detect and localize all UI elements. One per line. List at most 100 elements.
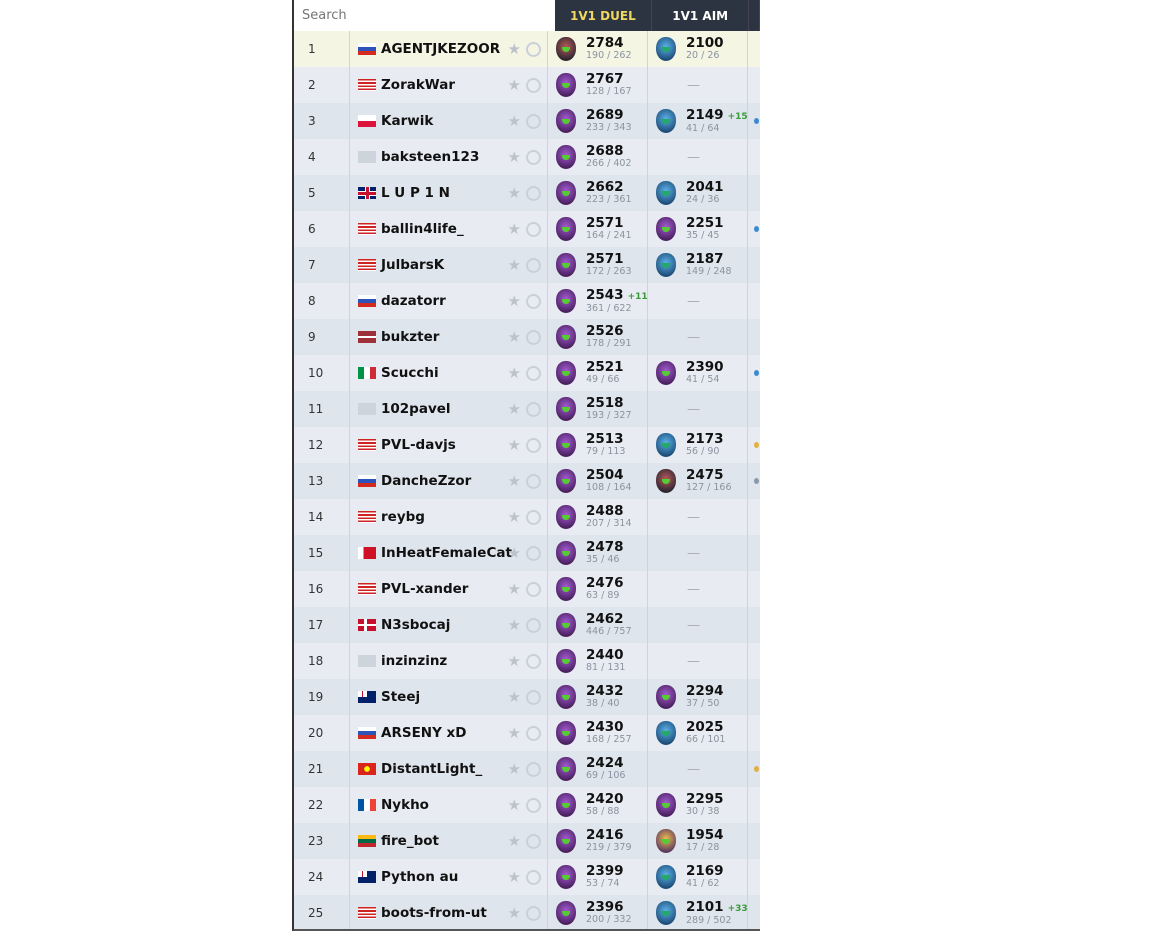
table-row[interactable]: 22 Nykho ★ 2420 58 / 88 2295 30 / 38 [294,787,760,823]
table-row[interactable]: 10 Scucchi ★ 2521 49 / 66 2390 41 / 54 [294,355,760,391]
player-name[interactable]: PVL-xander [381,581,469,597]
player-cell[interactable]: PVL-xander ★ [350,571,548,607]
player-name[interactable]: PVL-davjs [381,437,456,453]
aim-cell[interactable]: 2173 56 / 90 [648,427,748,463]
duel-cell[interactable]: 2478 35 / 46 [548,535,648,571]
player-name[interactable]: Nykho [381,797,429,813]
crosshair-icon[interactable] [526,869,541,885]
player-cell[interactable]: ballin4life_ ★ [350,211,548,247]
player-cell[interactable]: baksteen123 ★ [350,139,548,175]
aim-cell[interactable]: 2100 20 / 26 [648,31,748,67]
aim-cell[interactable]: 2101 +33 289 / 502 [648,895,748,929]
table-row[interactable]: 9 bukzter ★ 2526 178 / 291 — [294,319,760,355]
column-header-next[interactable] [749,0,760,31]
aim-cell[interactable]: 2475 127 / 166 [648,463,748,499]
star-icon[interactable]: ★ [507,40,521,58]
player-name[interactable]: reybg [381,509,425,525]
duel-cell[interactable]: 2571 172 / 263 [548,247,648,283]
aim-cell[interactable]: 2149 +15 41 / 64 [648,103,748,139]
crosshair-icon[interactable] [526,293,541,309]
table-row[interactable]: 18 inzinzinz ★ 2440 81 / 131 — [294,643,760,679]
star-icon[interactable]: ★ [507,868,521,886]
table-row[interactable]: 17 N3sbocaj ★ 2462 446 / 757 — [294,607,760,643]
star-icon[interactable]: ★ [507,472,521,490]
crosshair-icon[interactable] [526,473,541,489]
duel-cell[interactable]: 2543 +11 361 / 622 [548,283,648,319]
crosshair-icon[interactable] [526,797,541,813]
table-row[interactable]: 12 PVL-davjs ★ 2513 79 / 113 2173 56 / 9… [294,427,760,463]
table-row[interactable]: 1 AGENTJKEZOOR ★ 2784 190 / 262 2100 20 … [294,31,760,67]
player-name[interactable]: ballin4life_ [381,221,464,237]
duel-cell[interactable]: 2688 266 / 402 [548,139,648,175]
crosshair-icon[interactable] [526,437,541,453]
star-icon[interactable]: ★ [507,364,521,382]
crosshair-icon[interactable] [526,725,541,741]
star-icon[interactable]: ★ [507,400,521,418]
player-name[interactable]: 102pavel [381,401,451,417]
duel-cell[interactable]: 2767 128 / 167 [548,67,648,103]
table-row[interactable]: 13 DancheZzor ★ 2504 108 / 164 2475 127 … [294,463,760,499]
table-row[interactable]: 5 L U P 1 N ★ 2662 223 / 361 2041 24 / 3… [294,175,760,211]
table-row[interactable]: 3 Karwik ★ 2689 233 / 343 2149 +15 41 / 6… [294,103,760,139]
duel-cell[interactable]: 2462 446 / 757 [548,607,648,643]
aim-cell[interactable]: 2187 149 / 248 [648,247,748,283]
aim-cell[interactable]: 2025 66 / 101 [648,715,748,751]
aim-cell[interactable]: 2251 35 / 45 [648,211,748,247]
duel-cell[interactable]: 2416 219 / 379 [548,823,648,859]
crosshair-icon[interactable] [526,581,541,597]
player-cell[interactable]: fire_bot ★ [350,823,548,859]
star-icon[interactable]: ★ [507,148,521,166]
crosshair-icon[interactable] [526,149,541,165]
crosshair-icon[interactable] [526,509,541,525]
crosshair-icon[interactable] [526,329,541,345]
star-icon[interactable]: ★ [507,112,521,130]
player-name[interactable]: JulbarsK [381,257,445,273]
aim-cell[interactable]: 2041 24 / 36 [648,175,748,211]
player-cell[interactable]: DancheZzor ★ [350,463,548,499]
table-row[interactable]: 4 baksteen123 ★ 2688 266 / 402 — [294,139,760,175]
player-cell[interactable]: Scucchi ★ [350,355,548,391]
star-icon[interactable]: ★ [507,184,521,202]
player-cell[interactable]: bukzter ★ [350,319,548,355]
duel-cell[interactable]: 2430 168 / 257 [548,715,648,751]
duel-cell[interactable]: 2420 58 / 88 [548,787,648,823]
player-cell[interactable]: Steej ★ [350,679,548,715]
star-icon[interactable]: ★ [507,436,521,454]
duel-cell[interactable]: 2432 38 / 40 [548,679,648,715]
player-cell[interactable]: InHeatFemaleCat ★ [350,535,548,571]
duel-cell[interactable]: 2784 190 / 262 [548,31,648,67]
player-cell[interactable]: ZorakWar ★ [350,67,548,103]
crosshair-icon[interactable] [526,41,541,57]
duel-cell[interactable]: 2571 164 / 241 [548,211,648,247]
player-name[interactable]: dazatorr [381,293,446,309]
player-name[interactable]: N3sbocaj [381,617,451,633]
star-icon[interactable]: ★ [507,760,521,778]
duel-cell[interactable]: 2526 178 / 291 [548,319,648,355]
player-cell[interactable]: N3sbocaj ★ [350,607,548,643]
crosshair-icon[interactable] [526,653,541,669]
column-header-1v1-aim[interactable]: 1V1 AIM [652,0,750,31]
star-icon[interactable]: ★ [507,724,521,742]
column-header-1v1-duel[interactable]: 1V1 DUEL [554,0,653,31]
star-icon[interactable]: ★ [507,544,521,562]
player-cell[interactable]: AGENTJKEZOOR ★ [350,31,548,67]
star-icon[interactable]: ★ [507,904,521,922]
table-row[interactable]: 15 InHeatFemaleCat ★ 2478 35 / 46 — [294,535,760,571]
player-name[interactable]: AGENTJKEZOOR [381,41,501,57]
player-name[interactable]: DistantLight_ [381,761,483,777]
crosshair-icon[interactable] [526,761,541,777]
player-cell[interactable]: reybg ★ [350,499,548,535]
player-cell[interactable]: L U P 1 N ★ [350,175,548,211]
crosshair-icon[interactable] [526,77,541,93]
aim-cell[interactable]: 1954 17 / 28 [648,823,748,859]
player-name[interactable]: ZorakWar [381,77,455,93]
star-icon[interactable]: ★ [507,508,521,526]
aim-cell[interactable]: 2390 41 / 54 [648,355,748,391]
star-icon[interactable]: ★ [507,328,521,346]
table-row[interactable]: 6 ballin4life_ ★ 2571 164 / 241 2251 35 … [294,211,760,247]
duel-cell[interactable]: 2513 79 / 113 [548,427,648,463]
duel-cell[interactable]: 2424 69 / 106 [548,751,648,787]
player-cell[interactable]: Karwik ★ [350,103,548,139]
player-cell[interactable]: DistantLight_ ★ [350,751,548,787]
player-name[interactable]: Scucchi [381,365,439,381]
